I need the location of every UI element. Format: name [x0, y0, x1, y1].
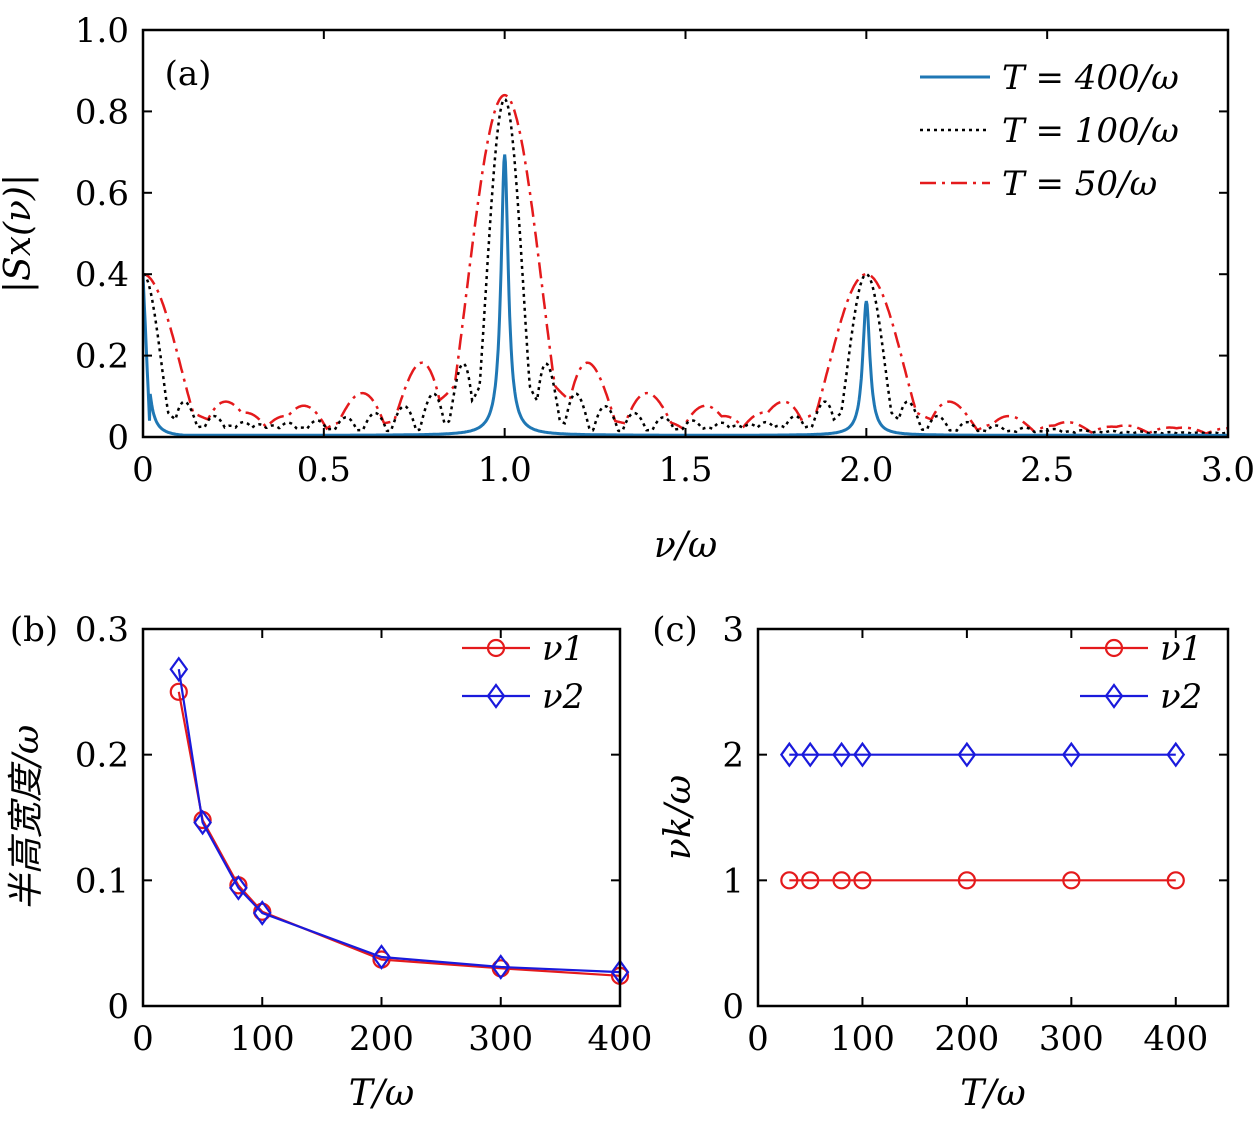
x-tick-label: 200 [349, 1019, 414, 1059]
x-tick-label: 300 [1039, 1019, 1104, 1059]
panel-label: (c) [652, 610, 698, 650]
data-point [957, 871, 976, 890]
data-point [801, 871, 820, 890]
data-point [1166, 871, 1185, 890]
x-axis-label: T/ω [349, 1073, 415, 1114]
legend: T = 400/ω T = 100/ω T = 50/ω [920, 58, 1179, 204]
x-tick-label: 0.5 [297, 450, 351, 490]
y-tick-label: 3 [722, 610, 744, 650]
series-line-2 [143, 93, 1228, 435]
series-0 [169, 682, 630, 985]
data-point [832, 741, 851, 768]
series-1 [779, 741, 1186, 768]
x-tick-label: 200 [934, 1019, 999, 1059]
data-point [372, 944, 391, 970]
x-tick-label: 1.5 [658, 450, 712, 490]
x-axis-label: ν/ω [654, 525, 717, 566]
data-point [486, 683, 506, 709]
y-tick-label: 0 [107, 418, 129, 458]
data-point [491, 954, 511, 980]
data-point [486, 638, 506, 658]
y-axis-label: |Sx(ν)| [0, 174, 39, 293]
x-axis-label: T/ω [960, 1073, 1026, 1114]
data-point [957, 741, 977, 768]
data-point [193, 809, 212, 836]
legend-label: T = 400/ω [1002, 58, 1179, 98]
x-tick-label: 0 [132, 1019, 154, 1059]
x-tick-label: 1.0 [478, 450, 532, 490]
data-point [1104, 638, 1124, 658]
y-tick-label: 0.3 [75, 610, 129, 650]
legend-label: T = 100/ω [1002, 111, 1179, 151]
panel-label: (a) [165, 54, 212, 94]
x-tick-label: 3.0 [1201, 450, 1255, 490]
data-point [1104, 683, 1124, 709]
y-tick-label: 0 [722, 987, 744, 1027]
data-point [229, 875, 248, 901]
legend-label: ν1 [1160, 629, 1202, 669]
x-tick-label: 100 [230, 1019, 295, 1059]
x-tick-label: 400 [1143, 1019, 1208, 1059]
x-tick-label: 400 [588, 1019, 653, 1059]
data-point [252, 900, 272, 926]
y-tick-label: 2 [722, 736, 744, 776]
plot-frame [756, 627, 1230, 1008]
series-line [177, 691, 621, 977]
y-tick-label: 0.4 [75, 255, 129, 295]
y-tick-label: 0.8 [75, 92, 129, 132]
x-tick-label: 300 [468, 1019, 533, 1059]
data-point [169, 656, 189, 683]
data-point [169, 682, 188, 701]
y-tick-label: 0.1 [75, 861, 129, 901]
data-point [779, 741, 799, 768]
data-point [1061, 741, 1081, 768]
y-axis-label: 半高宽度/ω [6, 725, 47, 911]
legend-label: T = 50/ω [1002, 164, 1157, 204]
y-tick-label: 0.6 [75, 174, 129, 214]
y-tick-label: 1 [722, 861, 744, 901]
y-tick-label: 1.0 [75, 11, 129, 51]
data-point [1062, 871, 1081, 890]
x-tick-label: 100 [830, 1019, 895, 1059]
data-point [800, 741, 820, 768]
x-tick-label: 2.5 [1020, 450, 1074, 490]
data-point [832, 871, 851, 890]
legend-label: ν2 [1160, 677, 1202, 717]
x-tick-label: 0 [747, 1019, 769, 1059]
y-tick-label: 0 [107, 987, 129, 1027]
data-point [853, 741, 872, 768]
x-tick-label: 0 [132, 450, 154, 490]
data-point [853, 871, 872, 890]
data-point [1166, 741, 1186, 768]
series-line [177, 669, 621, 974]
legend-label: ν2 [542, 677, 584, 717]
legend-label: ν1 [542, 629, 584, 669]
panel-0: 0 0.5 1.0 1.5 2.0 2.5 3.0 0 0.2 0.4 0.6 0.8 1.0 ν/ω |S… [0, 11, 1255, 566]
y-tick-label: 0.2 [75, 736, 129, 776]
y-axis-label: νk/ω [658, 775, 699, 860]
x-tick-label: 2.0 [839, 450, 893, 490]
series-0 [780, 871, 1185, 890]
data-point [780, 871, 799, 890]
series-1 [169, 656, 630, 985]
panel-label: (b) [10, 610, 58, 650]
y-tick-label: 0.2 [75, 337, 129, 377]
